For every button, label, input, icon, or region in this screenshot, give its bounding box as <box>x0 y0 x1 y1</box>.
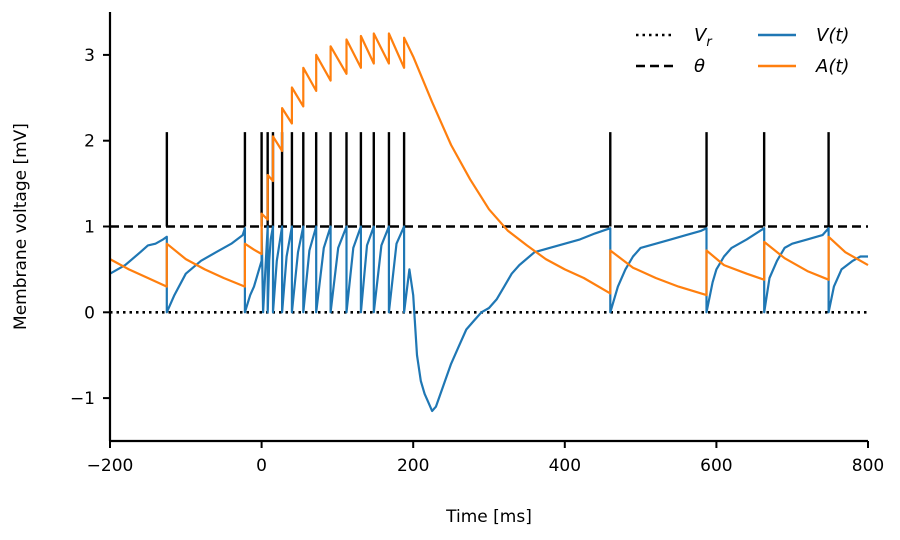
axes <box>103 12 869 448</box>
reference-lines <box>110 225 868 314</box>
y-tick-label: −1 <box>70 389 95 409</box>
x-tick-label: 800 <box>852 456 884 476</box>
y-tick-label: 1 <box>84 218 95 238</box>
legend-label-V_r: Vr <box>694 25 713 50</box>
spike-markers <box>165 132 830 227</box>
y-tick-label: 3 <box>84 46 95 66</box>
y-tick-label: 0 <box>84 303 95 323</box>
series-lines <box>109 32 869 413</box>
y-tick-label: 2 <box>84 132 95 152</box>
y-axis-label: Membrane voltage [mV] <box>11 123 31 330</box>
x-tick-label: 600 <box>700 456 732 476</box>
x-tick-label: 200 <box>397 456 429 476</box>
series-line-v <box>109 225 868 413</box>
legend-label-theta: θ <box>694 56 705 77</box>
tick-labels: −200 0 200 400 600 800 −1 0 1 2 3 <box>70 46 884 476</box>
series-line-a <box>109 32 869 297</box>
legend: Vr θ V(t) A(t) <box>636 25 849 77</box>
x-tick-label: 0 <box>256 456 267 476</box>
legend-label-v: V(t) <box>816 25 849 46</box>
x-axis-label: Time [ms] <box>445 507 532 527</box>
legend-label-a: A(t) <box>815 56 849 77</box>
x-tick-label: −200 <box>87 456 134 476</box>
x-tick-label: 400 <box>549 456 581 476</box>
